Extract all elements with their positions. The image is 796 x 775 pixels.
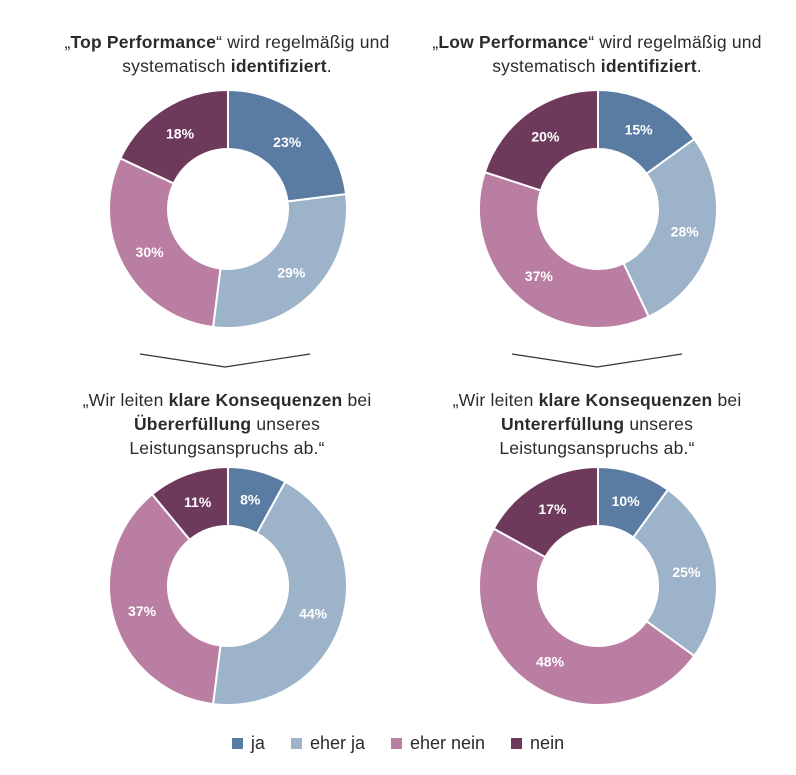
slice-label-nein: 11% [184, 494, 212, 510]
slice-label-eher-ja: 28% [671, 223, 700, 239]
legend-swatch [390, 738, 402, 749]
donut-slice-nein [483, 88, 599, 192]
legend-label: nein [530, 733, 565, 753]
slice-label-eher-nein: 30% [136, 244, 165, 260]
legend-item-nein: nein [511, 733, 564, 754]
title-part: “ wird regelmäßig und systematisch [122, 32, 390, 76]
title-part: „Wir leiten [82, 390, 169, 410]
title-part: bei [342, 390, 372, 410]
donut-slice-eher-ja [211, 192, 348, 329]
slice-label-eher-ja: 44% [299, 606, 328, 622]
title-part: . [326, 56, 332, 76]
slice-label-eher-ja: 25% [672, 564, 701, 580]
chart-title-top-performance: „Top Performance“ wird regelmäßig und sy… [62, 30, 392, 78]
donut-chart-top-performance: 23% 29% 30% 18% [108, 88, 348, 329]
title-part: „Wir leiten [452, 390, 539, 410]
donut-slice-eher-ja [631, 488, 718, 658]
donut-slice-nein [118, 88, 229, 185]
connector-chevron-right [511, 353, 683, 368]
title-part-bold: Low Performance [438, 32, 589, 52]
title-part: unseres Leistungsanspruchs ab.“ [129, 414, 325, 458]
legend-swatch [290, 738, 302, 749]
slice-label-ja: 10% [612, 493, 641, 509]
legend-item-ja: ja [231, 733, 265, 754]
chart-title-untererfuellung: „Wir leiten klare Konsequenzen bei Unter… [432, 388, 762, 460]
title-part: „ [64, 32, 71, 52]
donut-slice-eher-nein [108, 157, 222, 329]
slice-label-ja: 15% [625, 121, 654, 137]
donut-chart-untererfuellung: 10% 25% 48% 17% [478, 465, 718, 706]
title-part: “ wird regelmäßig und systematisch [492, 32, 762, 76]
donut-chart-low-performance: 15% 28% 37% 20% [478, 88, 718, 329]
title-part: unseres Leistungsanspruchs ab.“ [499, 414, 695, 458]
slice-label-eher-nein: 37% [525, 268, 554, 284]
legend-item-eher-ja: eher ja [290, 733, 365, 754]
donut-slice-eher-nein [108, 492, 222, 706]
title-part-bold: Übererfüllung [133, 414, 252, 434]
donut-slice-eher-ja [622, 137, 718, 319]
legend: ja eher ja eher nein nein [0, 733, 796, 754]
legend-swatch [511, 738, 523, 749]
legend-swatch [231, 738, 243, 749]
slice-label-ja: 23% [273, 134, 302, 150]
title-part: „ [432, 32, 439, 52]
slice-label-nein: 20% [531, 129, 560, 145]
donut-slice-eher-nein [478, 170, 650, 329]
chart-title-low-performance: „Low Performance“ wird regelmäßig und sy… [432, 30, 762, 78]
slice-label-eher-nein: 48% [536, 654, 565, 670]
donut-slice-ja [227, 88, 348, 203]
legend-label: eher nein [409, 733, 486, 753]
connector-chevron-left [139, 353, 311, 368]
donut-chart-uebererfuellung: 8% 44% 37% 11% [108, 465, 348, 706]
title-part: . [696, 56, 702, 76]
donut-slice-nein [150, 465, 229, 542]
chart-title-uebererfuellung: „Wir leiten klare Konsequenzen bei Übere… [62, 388, 392, 460]
donut-slice-eher-nein [478, 527, 696, 706]
title-part-bold: Top Performance [70, 32, 217, 52]
title-part-bold: klare Konsequenzen [168, 390, 343, 410]
slice-label-ja: 8% [240, 491, 261, 507]
slice-label-nein: 18% [166, 125, 195, 141]
title-part: bei [712, 390, 742, 410]
slice-label-nein: 17% [538, 501, 567, 517]
title-part-bold: identifiziert [230, 56, 327, 76]
legend-label: eher ja [309, 733, 365, 753]
donut-slice-nein [492, 465, 599, 559]
legend-item-eher-nein: eher nein [390, 733, 486, 754]
legend-label: ja [250, 733, 265, 753]
title-part-bold: klare Konsequenzen [538, 390, 713, 410]
title-part-bold: identifiziert [600, 56, 697, 76]
slice-label-eher-nein: 37% [128, 603, 157, 619]
donut-slice-eher-ja [211, 480, 348, 706]
slice-label-eher-ja: 29% [277, 264, 306, 280]
title-part-bold: Untererfüllung [500, 414, 625, 434]
